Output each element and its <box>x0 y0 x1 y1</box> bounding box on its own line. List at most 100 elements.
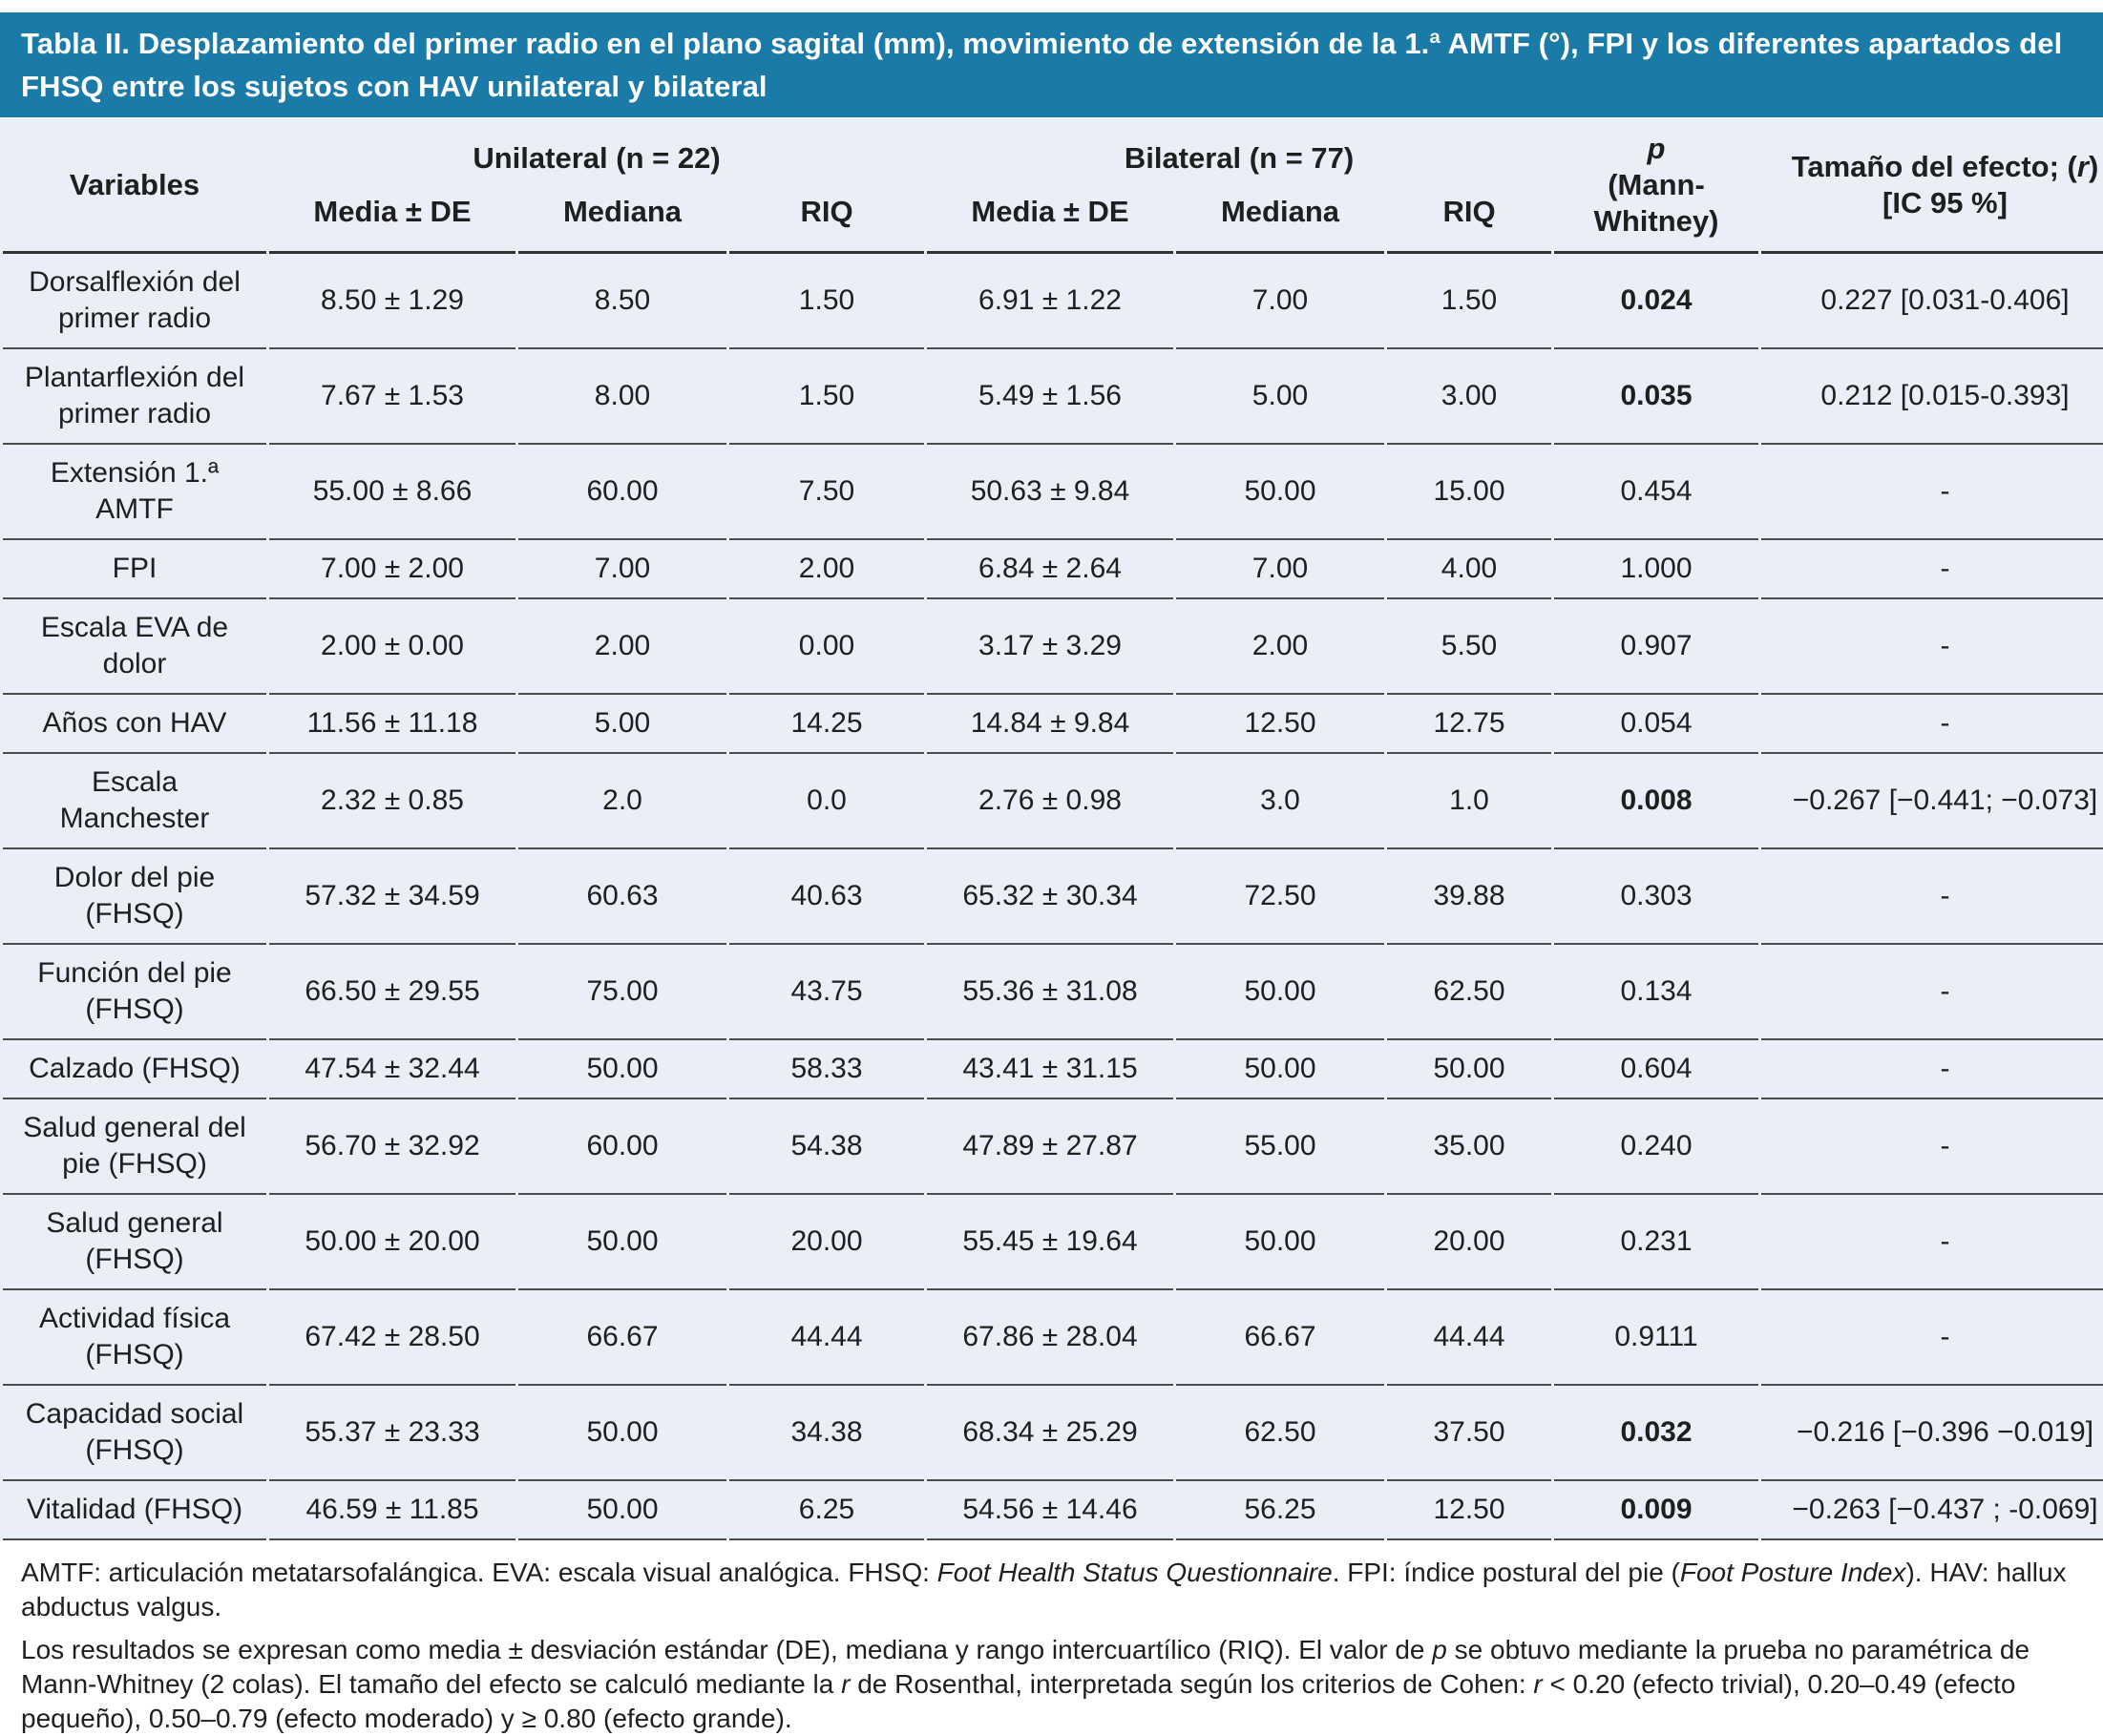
cell-effect-size: - <box>1761 945 2103 1040</box>
row-variable-label: Función del pie (FHSQ) <box>3 945 266 1040</box>
cell-unilateral-media: 50.00 ± 20.00 <box>269 1195 515 1290</box>
cell-unilateral-media: 7.67 ± 1.53 <box>269 349 515 445</box>
cell-bilateral-media: 50.63 ± 9.84 <box>927 445 1173 540</box>
cell-bilateral-riq: 50.00 <box>1387 1040 1551 1099</box>
cell-bilateral-riq: 62.50 <box>1387 945 1551 1040</box>
table-title: Tabla II. Desplazamiento del primer radi… <box>21 27 2063 103</box>
cell-bilateral-media: 65.32 ± 30.34 <box>927 849 1173 945</box>
cell-bilateral-media: 43.41 ± 31.15 <box>927 1040 1173 1099</box>
subheader-unilateral-mediana: Mediana <box>518 184 726 254</box>
table-row: Actividad física (FHSQ) 67.42 ± 28.50 66… <box>3 1290 2103 1386</box>
footnote-text: AMTF: articulación metatarsofalángica. E… <box>21 1558 937 1587</box>
table-row: Dolor del pie (FHSQ) 57.32 ± 34.59 60.63… <box>3 849 2103 945</box>
cell-p-value: 0.008 <box>1554 754 1758 849</box>
subheader-bilateral-mediana: Mediana <box>1176 184 1384 254</box>
cell-bilateral-media: 14.84 ± 9.84 <box>927 695 1173 754</box>
cell-unilateral-media: 55.37 ± 23.33 <box>269 1386 515 1481</box>
column-header-p-value: p (Mann-Whitney) <box>1554 119 1758 254</box>
cell-bilateral-media: 55.45 ± 19.64 <box>927 1195 1173 1290</box>
p-symbol: p <box>1647 132 1666 165</box>
row-variable-label: Salud general del pie (FHSQ) <box>3 1099 266 1195</box>
cell-effect-size: 0.227 [0.031-0.406] <box>1761 254 2103 349</box>
cell-unilateral-media: 56.70 ± 32.92 <box>269 1099 515 1195</box>
table-row: Años con HAV 11.56 ± 11.18 5.00 14.25 14… <box>3 695 2103 754</box>
column-header-variables: Variables <box>3 119 266 254</box>
subheader-unilateral-riq: RIQ <box>729 184 924 254</box>
cell-effect-size: - <box>1761 445 2103 540</box>
cell-unilateral-media: 2.32 ± 0.85 <box>269 754 515 849</box>
footnote-text: se obtuvo mediante la prueba no paramétr… <box>21 1635 2030 1699</box>
cell-effect-size: - <box>1761 1099 2103 1195</box>
cell-bilateral-riq: 39.88 <box>1387 849 1551 945</box>
row-variable-label: Calzado (FHSQ) <box>3 1040 266 1099</box>
cell-bilateral-media: 3.17 ± 3.29 <box>927 599 1173 695</box>
table-title-bar: Tabla II. Desplazamiento del primer radi… <box>0 12 2103 117</box>
effect-r-symbol: r <box>2076 150 2089 183</box>
footnote-text: de Rosenthal, interpretada según los cri… <box>850 1669 1534 1699</box>
cell-unilateral-media: 66.50 ± 29.55 <box>269 945 515 1040</box>
cell-unilateral-riq: 40.63 <box>729 849 924 945</box>
cell-unilateral-mediana: 8.00 <box>518 349 726 445</box>
cell-p-value: 0.231 <box>1554 1195 1758 1290</box>
cell-unilateral-mediana: 2.0 <box>518 754 726 849</box>
cell-bilateral-riq: 12.50 <box>1387 1481 1551 1540</box>
footnote-abbreviations: AMTF: articulación metatarsofalángica. E… <box>21 1556 2082 1624</box>
table-row: Dorsalflexión del primer radio 8.50 ± 1.… <box>3 254 2103 349</box>
cell-bilateral-media: 54.56 ± 14.46 <box>927 1481 1173 1540</box>
cell-bilateral-mediana: 56.25 <box>1176 1481 1384 1540</box>
p-test-name: (Mann-Whitney) <box>1593 168 1719 238</box>
cell-p-value: 0.303 <box>1554 849 1758 945</box>
group-header-bilateral: Bilateral (n = 77) <box>1124 141 1355 175</box>
cell-bilateral-riq: 1.50 <box>1387 254 1551 349</box>
cell-p-value: 0.054 <box>1554 695 1758 754</box>
cell-bilateral-media: 47.89 ± 27.87 <box>927 1099 1173 1195</box>
cell-effect-size: - <box>1761 1290 2103 1386</box>
cell-bilateral-media: 67.86 ± 28.04 <box>927 1290 1173 1386</box>
cell-unilateral-riq: 34.38 <box>729 1386 924 1481</box>
group-header-unilateral: Unilateral (n = 22) <box>473 141 721 175</box>
cell-unilateral-riq: 6.25 <box>729 1481 924 1540</box>
table-row: Salud general (FHSQ) 50.00 ± 20.00 50.00… <box>3 1195 2103 1290</box>
cell-unilateral-mediana: 60.63 <box>518 849 726 945</box>
table-row: Función del pie (FHSQ) 66.50 ± 29.55 75.… <box>3 945 2103 1040</box>
row-variable-label: Actividad física (FHSQ) <box>3 1290 266 1386</box>
cell-bilateral-riq: 44.44 <box>1387 1290 1551 1386</box>
cell-unilateral-media: 67.42 ± 28.50 <box>269 1290 515 1386</box>
cell-unilateral-riq: 2.00 <box>729 540 924 599</box>
table-row: Salud general del pie (FHSQ) 56.70 ± 32.… <box>3 1099 2103 1195</box>
cell-unilateral-media: 55.00 ± 8.66 <box>269 445 515 540</box>
table-row: Calzado (FHSQ) 47.54 ± 32.44 50.00 58.33… <box>3 1040 2103 1099</box>
cell-unilateral-mediana: 60.00 <box>518 1099 726 1195</box>
cell-bilateral-riq: 35.00 <box>1387 1099 1551 1195</box>
cell-bilateral-media: 6.91 ± 1.22 <box>927 254 1173 349</box>
subheader-unilateral-media: Media ± DE <box>269 184 515 254</box>
footnote-text: . FPI: índice postural del pie ( <box>1332 1558 1680 1587</box>
cell-bilateral-mediana: 2.00 <box>1176 599 1384 695</box>
cell-bilateral-media: 2.76 ± 0.98 <box>927 754 1173 849</box>
cell-bilateral-riq: 20.00 <box>1387 1195 1551 1290</box>
cell-bilateral-mediana: 7.00 <box>1176 254 1384 349</box>
document-page: Tabla II. Desplazamiento del primer radi… <box>0 12 2103 1736</box>
cell-bilateral-riq: 37.50 <box>1387 1386 1551 1481</box>
cell-unilateral-mediana: 60.00 <box>518 445 726 540</box>
cell-effect-size: −0.216 [−0.396 −0.019] <box>1761 1386 2103 1481</box>
cell-unilateral-media: 8.50 ± 1.29 <box>269 254 515 349</box>
table-row: Escala Manchester 2.32 ± 0.85 2.0 0.0 2.… <box>3 754 2103 849</box>
row-variable-label: Escala EVA de dolor <box>3 599 266 695</box>
cell-bilateral-mediana: 50.00 <box>1176 1040 1384 1099</box>
table-row: FPI 7.00 ± 2.00 7.00 2.00 6.84 ± 2.64 7.… <box>3 540 2103 599</box>
footnote-italic-fhsq: Foot Health Status Questionnaire <box>936 1558 1333 1587</box>
cell-bilateral-media: 6.84 ± 2.64 <box>927 540 1173 599</box>
cell-bilateral-mediana: 55.00 <box>1176 1099 1384 1195</box>
cell-bilateral-media: 5.49 ± 1.56 <box>927 349 1173 445</box>
cell-effect-size: - <box>1761 695 2103 754</box>
cell-p-value: 0.9111 <box>1554 1290 1758 1386</box>
cell-unilateral-mediana: 50.00 <box>518 1481 726 1540</box>
cell-effect-size: - <box>1761 849 2103 945</box>
row-variable-label: Plantarflexión del primer radio <box>3 349 266 445</box>
table-row: Escala EVA de dolor 2.00 ± 0.00 2.00 0.0… <box>3 599 2103 695</box>
cell-bilateral-mediana: 50.00 <box>1176 1195 1384 1290</box>
footnote-methods: Los resultados se expresan como media ± … <box>21 1633 2082 1736</box>
footnote-text: ). HAV: hallux abductus valgus. <box>21 1558 2067 1621</box>
cell-p-value: 0.024 <box>1554 254 1758 349</box>
